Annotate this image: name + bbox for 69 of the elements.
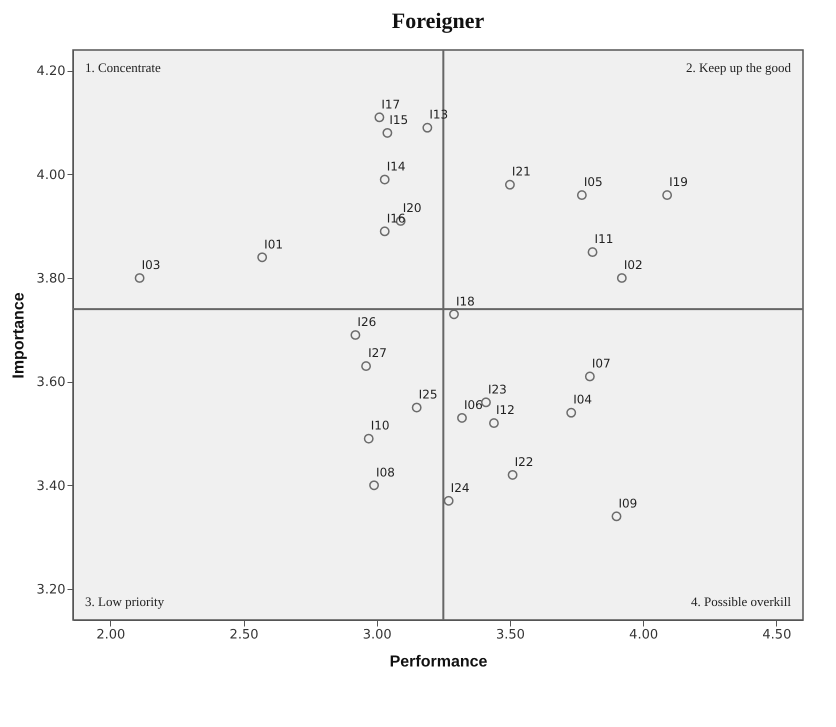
annotation: I26 [357,315,376,329]
x-axis-title: Performance [390,654,488,670]
annotation: I17 [381,97,400,112]
annotation: I05 [584,175,603,190]
x-tick-label: 3.50 [496,628,525,642]
annotation: I12 [496,403,515,418]
annotation: I22 [514,454,534,469]
annotation: I15 [389,112,408,127]
point [588,247,598,258]
annotation: 2. Keep up the good [686,60,792,75]
y-tick-label: 4.20 [36,64,66,80]
annotation: I18 [456,294,475,308]
annotation: I23 [488,382,507,396]
x-tick-label: 4.00 [629,628,658,642]
point [489,418,499,428]
point [350,330,360,340]
y-tick-label: 3.80 [36,272,66,286]
annotation: I01 [264,237,283,252]
point [449,309,459,320]
annotation: I19 [669,175,688,190]
annotation: 1. Concentrate [85,60,162,75]
point [566,408,576,418]
annotation: I03 [142,258,160,272]
point [444,496,454,506]
point [134,273,145,283]
x-tick-label: 4.50 [762,628,792,642]
point [505,180,515,190]
annotation: 3. Low priority [85,594,165,609]
annotation: 4. Possible overkill [690,594,792,609]
point [374,112,384,122]
point [382,128,392,138]
point [422,122,432,133]
point [662,190,672,200]
point [412,402,422,412]
annotation: I09 [618,496,638,510]
y-tick-label: 3.20 [36,582,66,598]
annotation: I04 [573,392,592,407]
annotation: I21 [512,164,531,179]
chart-title: Foreigner [392,8,484,33]
annotation: I11 [594,232,614,246]
annotation: I07 [592,356,611,370]
y-tick-label: 3.40 [36,478,66,494]
y-axis-title: Importance [10,292,28,379]
point [612,511,622,522]
x-tick-label: 2.50 [230,628,258,642]
y-tick-label: 4.00 [36,168,66,183]
annotation: I25 [418,388,438,402]
annotation: I06 [464,398,483,412]
point [380,226,390,236]
point [508,470,518,480]
point [361,361,371,372]
point [380,174,390,184]
annotation: I10 [370,418,390,433]
point [576,190,587,200]
point [257,252,268,262]
annotation: I02 [624,258,643,272]
point [584,372,595,382]
x-tick-label: 3.00 [362,628,392,642]
annotation: I08 [376,465,395,480]
point [616,273,627,283]
y-tick-label: 3.60 [36,375,66,390]
point [481,397,491,408]
point [364,434,374,444]
annotation: I14 [386,160,406,174]
annotation: I24 [450,480,470,495]
point [369,480,379,490]
x-tick-label: 2.00 [96,628,126,642]
point [457,412,467,423]
annotation: I27 [368,346,387,360]
